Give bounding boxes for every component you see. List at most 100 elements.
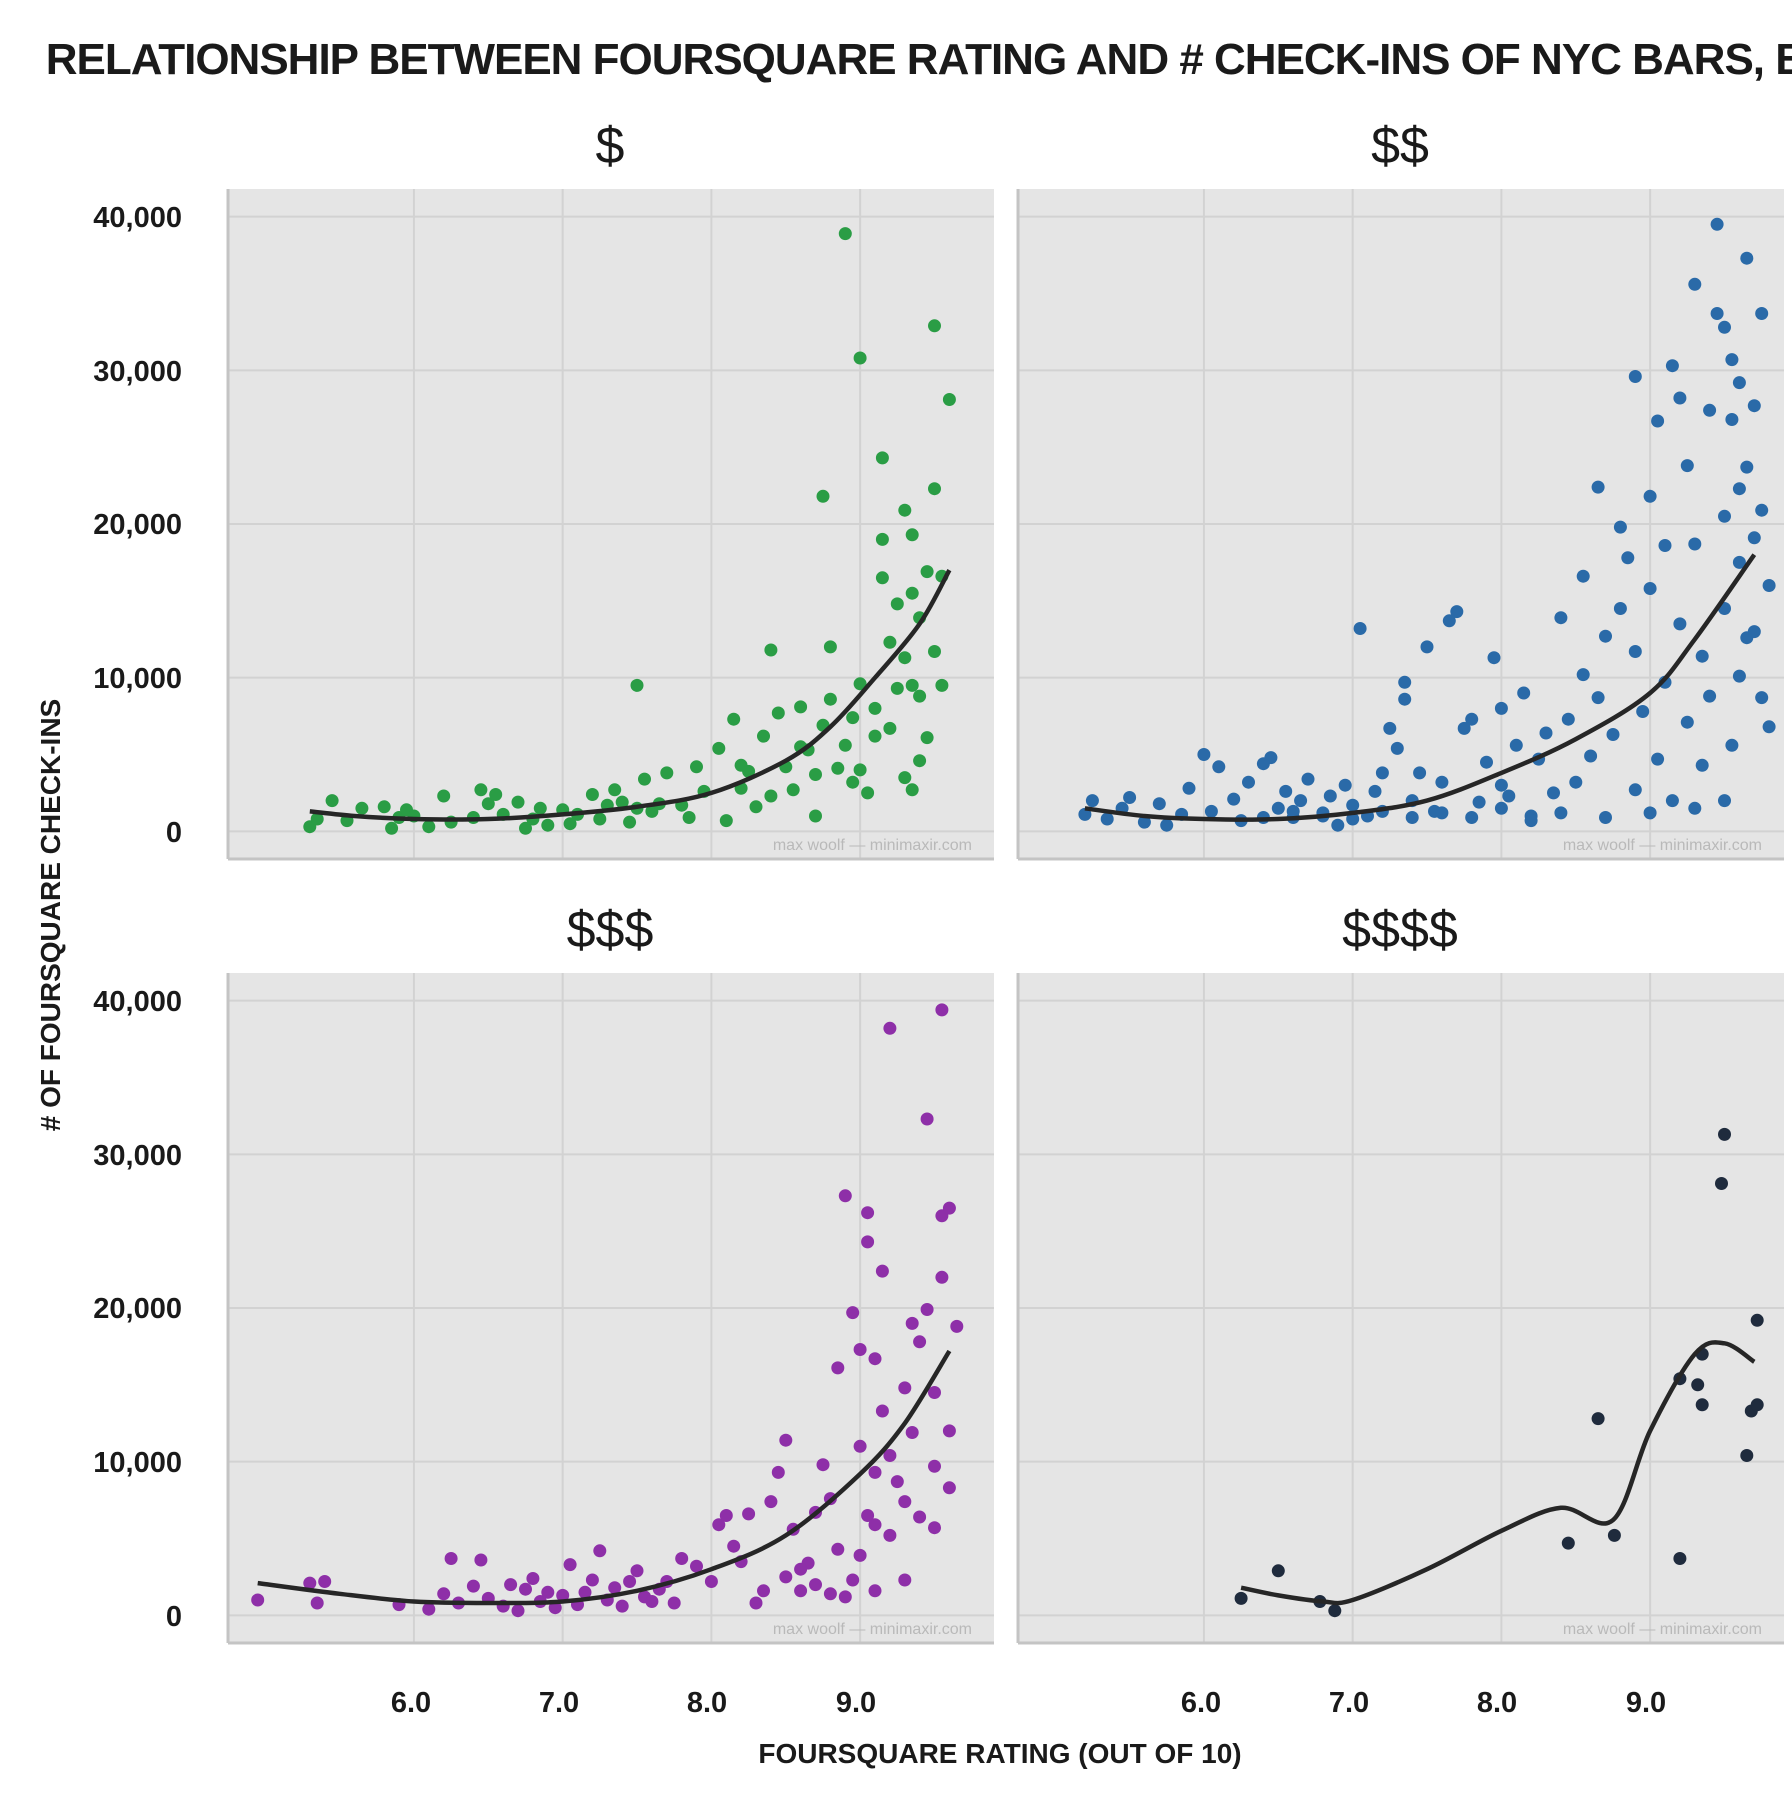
data-point — [578, 1585, 592, 1599]
data-point — [831, 1542, 845, 1556]
data-point — [846, 711, 860, 725]
data-point — [905, 1316, 919, 1330]
data-point — [1613, 520, 1627, 534]
data-point — [905, 783, 919, 797]
data-point — [1718, 1127, 1731, 1141]
credit-1: max woolf — minimaxir.com — [773, 837, 972, 854]
data-point — [1691, 1378, 1705, 1392]
data-point — [1673, 391, 1687, 405]
data-point — [533, 801, 547, 815]
data-point — [913, 1335, 927, 1349]
data-point — [541, 818, 555, 832]
data-point — [1509, 738, 1523, 752]
data-point — [1212, 760, 1226, 774]
points-4 — [1234, 1127, 1764, 1618]
data-point — [942, 1424, 956, 1438]
data-point — [809, 1578, 822, 1592]
data-point — [1688, 801, 1702, 815]
data-point — [764, 643, 778, 657]
data-point — [1420, 640, 1434, 654]
data-point — [1591, 480, 1605, 494]
facet-panel-1: $ max woolf — minimaxir.com — [226, 117, 994, 861]
data-point — [1732, 482, 1746, 496]
x-tick-label: 9.0 — [836, 1687, 876, 1719]
data-point — [1591, 691, 1605, 705]
data-point — [1740, 1449, 1754, 1462]
data-point — [935, 678, 949, 692]
x-tick-label: 7.0 — [539, 1687, 579, 1719]
data-point — [422, 820, 436, 834]
data-point — [861, 1235, 875, 1249]
data-point — [1762, 720, 1776, 734]
credit-2: max woolf — minimaxir.com — [1563, 837, 1762, 854]
data-point — [1450, 605, 1464, 619]
data-point — [816, 489, 830, 503]
data-point — [1703, 403, 1717, 417]
x-tick-label: 8.0 — [1477, 1687, 1517, 1719]
data-point — [1085, 794, 1099, 808]
data-point — [935, 1270, 949, 1284]
data-point — [526, 1572, 540, 1585]
credit-3: max woolf — minimaxir.com — [773, 1621, 972, 1638]
data-point — [1613, 602, 1627, 615]
data-point — [1576, 569, 1590, 583]
data-point — [593, 812, 607, 826]
data-point — [794, 700, 808, 714]
data-point — [563, 1558, 577, 1572]
data-point — [1398, 675, 1412, 689]
data-point — [712, 741, 726, 755]
data-point — [310, 1596, 324, 1610]
grid-3 — [226, 973, 994, 1645]
data-point — [1390, 741, 1404, 755]
data-point — [1673, 1552, 1687, 1565]
data-point — [898, 1573, 912, 1587]
data-point — [303, 1576, 317, 1590]
data-point — [1346, 812, 1360, 826]
x-axis-right: 6.0 7.0 8.0 9.0 — [1181, 1687, 1666, 1719]
data-point — [519, 821, 532, 835]
data-point — [1554, 611, 1568, 625]
data-point — [1368, 784, 1382, 798]
data-point — [1643, 489, 1657, 503]
data-point — [1584, 749, 1598, 763]
data-point — [466, 1579, 480, 1593]
data-point — [1688, 277, 1702, 291]
data-point — [794, 1584, 808, 1598]
data-point — [541, 1585, 555, 1599]
data-point — [1718, 320, 1731, 334]
data-point — [875, 1404, 889, 1418]
data-point — [1435, 806, 1449, 820]
data-point — [727, 1539, 741, 1553]
data-point — [377, 800, 391, 814]
data-point — [831, 761, 845, 775]
data-point — [1643, 806, 1657, 820]
y-tick-label: 40,000 — [93, 202, 182, 234]
data-point — [1152, 797, 1166, 811]
data-point — [1405, 811, 1419, 824]
data-point — [1732, 376, 1746, 390]
data-point — [861, 786, 875, 800]
data-point — [1750, 1398, 1764, 1412]
data-point — [928, 482, 941, 496]
data-point — [823, 1587, 837, 1601]
data-point — [1413, 766, 1427, 780]
data-point — [1718, 509, 1731, 523]
data-point — [1328, 1604, 1342, 1618]
data-point — [928, 1459, 941, 1473]
data-point — [556, 1588, 570, 1602]
data-point — [1621, 551, 1635, 565]
data-point — [838, 1590, 852, 1604]
data-point — [1487, 651, 1501, 665]
data-point — [1398, 692, 1412, 706]
data-point — [1750, 1313, 1764, 1327]
data-point — [310, 812, 324, 826]
data-point — [385, 821, 399, 835]
data-point — [913, 689, 927, 703]
y-tick-label: 10,000 — [93, 1447, 182, 1479]
data-point — [1442, 614, 1456, 628]
data-point — [1628, 783, 1642, 797]
data-point — [846, 775, 860, 789]
data-point — [1227, 792, 1241, 806]
data-point — [749, 1596, 763, 1610]
data-point — [1628, 370, 1642, 383]
